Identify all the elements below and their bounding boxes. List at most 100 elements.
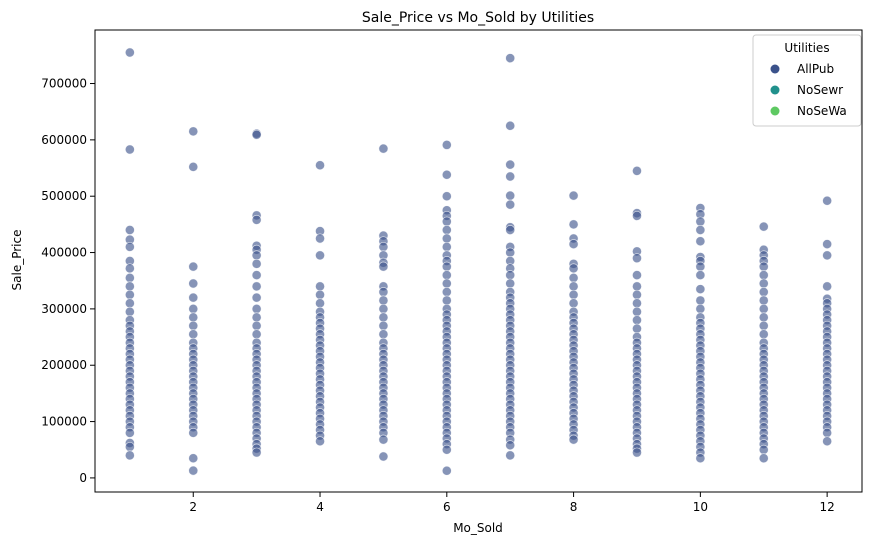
- scatter-point-allpub: [124, 144, 135, 155]
- scatter-point-allpub: [505, 440, 516, 451]
- scatter-point-allpub: [695, 295, 706, 306]
- scatter-point-allpub: [822, 195, 833, 206]
- scatter-point-allpub: [251, 214, 262, 225]
- x-tick-label: 2: [189, 500, 197, 514]
- legend-label: AllPub: [797, 62, 834, 76]
- y-tick-label: 400000: [41, 246, 87, 260]
- scatter-point-allpub: [695, 270, 706, 281]
- scatter-point-allpub: [632, 323, 642, 334]
- scatter-point-allpub: [251, 281, 262, 292]
- scatter-point-allpub: [632, 447, 642, 458]
- legend-items: AllPub NoSewr NoSeWa: [770, 62, 847, 118]
- scatter-point-allpub: [568, 190, 579, 201]
- scatter-point-allpub: [695, 261, 706, 272]
- scatter-point-allpub: [188, 320, 199, 331]
- scatter-point-allpub: [378, 241, 389, 252]
- scatter-point-allpub: [124, 272, 135, 283]
- scatter-point-allpub: [378, 287, 389, 297]
- scatter-point-allpub: [505, 247, 516, 258]
- scatter-point-allpub: [188, 329, 199, 340]
- scatter-point-allpub: [441, 225, 452, 235]
- scatter-point-allpub: [441, 465, 452, 476]
- scatter-point-allpub: [695, 284, 706, 295]
- scatter-point-allpub: [124, 263, 135, 274]
- scatter-point-allpub: [505, 450, 516, 461]
- scatter-point-allpub: [251, 129, 262, 140]
- legend-item-allpub: AllPub: [770, 62, 834, 76]
- y-tick-label: 700000: [41, 77, 87, 91]
- legend-marker: [770, 106, 780, 116]
- scatter-point-allpub: [695, 225, 706, 235]
- scatter-point-allpub: [124, 441, 135, 452]
- scatter-point-allpub: [568, 239, 579, 250]
- scatter-point-allpub: [441, 295, 452, 306]
- x-axis-ticks: 2 4 6 8 10 12: [189, 492, 835, 514]
- scatter-point-allpub: [378, 295, 389, 306]
- scatter-point-allpub: [758, 287, 769, 297]
- scatter-point-allpub: [505, 278, 516, 289]
- scatter-point-allpub: [822, 427, 833, 438]
- scatter-point-allpub: [822, 239, 833, 250]
- scatter-point-allpub: [568, 219, 579, 230]
- x-tick-label: 6: [443, 500, 451, 514]
- scatter-point-allpub: [505, 171, 516, 182]
- scatter-point-allpub: [758, 320, 769, 331]
- scatter-point-allpub: [251, 312, 262, 323]
- scatter-point-allpub: [758, 444, 769, 455]
- scatter-point-allpub: [441, 261, 452, 272]
- scatter-point-allpub: [188, 261, 199, 272]
- scatter-point-allpub: [568, 263, 579, 274]
- scatter-point-allpub: [632, 253, 642, 264]
- scatter-point-allpub: [315, 436, 325, 447]
- legend-marker: [770, 64, 780, 74]
- scatter-point-allpub: [505, 270, 516, 281]
- scatter-point-allpub: [124, 427, 135, 438]
- scatter-point-allpub: [822, 281, 833, 292]
- scatter-point-allpub: [251, 329, 262, 340]
- y-tick-label: 100000: [41, 415, 87, 429]
- x-tick-label: 4: [316, 500, 324, 514]
- scatter-point-allpub: [441, 287, 452, 297]
- scatter-point-allpub: [124, 450, 135, 461]
- scatter-point-allpub: [505, 225, 516, 235]
- scatter-point-allpub: [378, 329, 389, 340]
- scatter-point-allpub: [124, 47, 135, 58]
- scatter-point-allpub: [188, 161, 199, 172]
- scatter-point-allpub: [188, 427, 199, 438]
- scatter-point-allpub: [695, 453, 706, 464]
- scatter-point-allpub: [568, 272, 579, 283]
- scatter-point-allpub: [758, 329, 769, 340]
- scatter-point-allpub: [505, 190, 516, 201]
- scatter-point-allpub: [315, 281, 325, 292]
- scatter-point-allpub: [378, 451, 389, 462]
- scatter-point-allpub: [378, 312, 389, 323]
- data-points: [124, 47, 833, 476]
- scatter-point-allpub: [758, 312, 769, 323]
- scatter-point-allpub: [124, 241, 135, 252]
- scatter-point-allpub: [441, 278, 452, 289]
- scatter-point-allpub: [505, 120, 516, 131]
- y-tick-label: 300000: [41, 302, 87, 316]
- scatter-point-allpub: [758, 221, 769, 232]
- scatter-point-allpub: [758, 453, 769, 464]
- scatter-point-allpub: [124, 225, 135, 235]
- scatter-point-allpub: [315, 233, 325, 244]
- legend-label: NoSewr: [797, 83, 843, 97]
- y-tick-label: 500000: [41, 189, 87, 203]
- scatter-point-allpub: [251, 270, 262, 281]
- y-tick-label: 200000: [41, 358, 87, 372]
- scatter-point-allpub: [505, 53, 516, 64]
- scatter-point-allpub: [441, 139, 452, 150]
- scatter-point-allpub: [315, 160, 325, 171]
- x-axis-label: Mo_Sold: [453, 521, 503, 535]
- scatter-point-allpub: [632, 298, 642, 309]
- scatter-point-allpub: [251, 320, 262, 331]
- y-tick-label: 0: [79, 471, 87, 485]
- legend-label: NoSeWa: [797, 104, 847, 118]
- scatter-point-allpub: [695, 303, 706, 314]
- scatter-point-allpub: [441, 444, 452, 455]
- legend-title: Utilities: [784, 41, 829, 55]
- legend: Utilities AllPub NoSewr NoSeWa: [752, 34, 862, 127]
- scatter-point-allpub: [315, 250, 325, 261]
- scatter-point-allpub: [441, 241, 452, 252]
